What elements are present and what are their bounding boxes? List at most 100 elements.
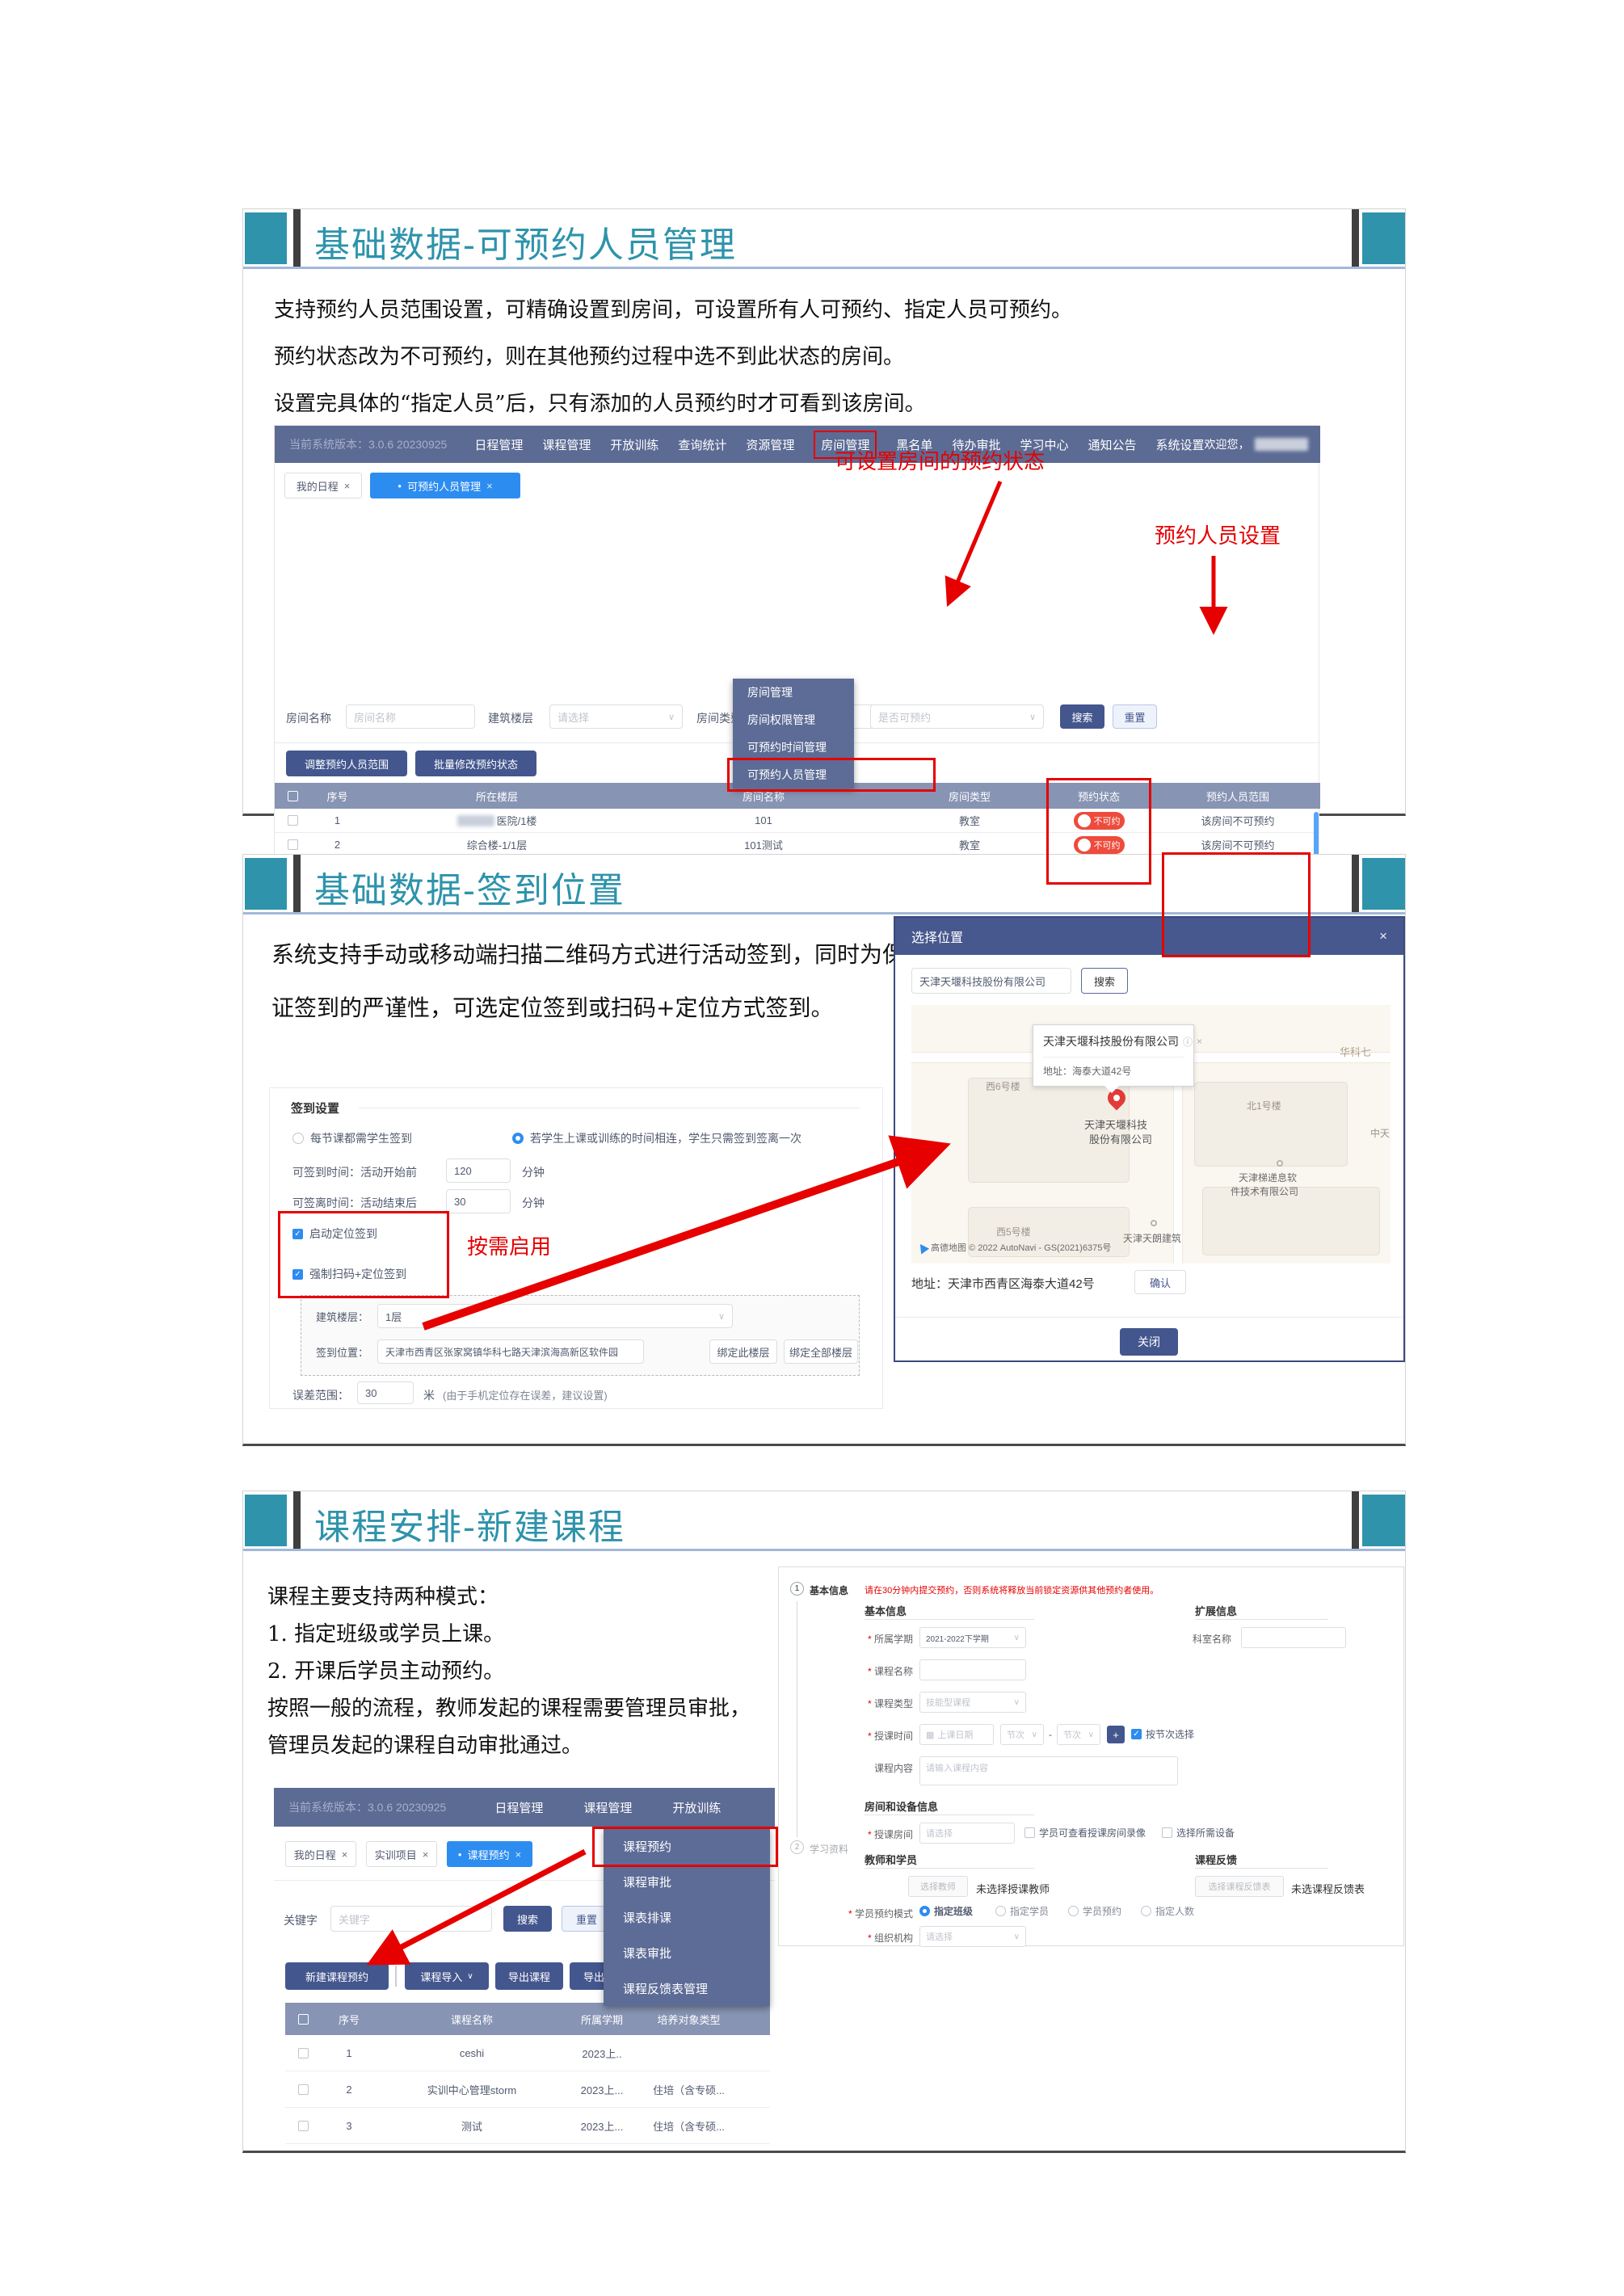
confirm-button[interactable]: 确认 [1134, 1270, 1186, 1294]
menu-item-course-booking[interactable]: 课程预约 [623, 1840, 672, 1854]
map-canvas[interactable]: 华科七 西6号楼 北1号楼 中天 天津梯递息软 件技术有限公司 西5号楼 天津天… [911, 1005, 1390, 1264]
close-icon[interactable]: × [486, 479, 493, 492]
tab-course-booking[interactable]: ● 课程预约 × [447, 1841, 532, 1867]
bind-floor-button[interactable]: 绑定此楼层 [709, 1339, 777, 1364]
checkbox-location-checkin[interactable]: ✓ 启动定位签到 [292, 1226, 377, 1242]
radio-icon[interactable] [292, 1133, 304, 1144]
sign-in-minutes-input[interactable]: 120 [446, 1159, 511, 1183]
close-icon[interactable]: × [343, 479, 351, 492]
nav-item-schedule[interactable]: 日程管理 [494, 1801, 544, 1815]
tab-my-schedule[interactable]: 我的日程 × [284, 473, 362, 498]
checkbox-scan-location-checkin[interactable]: ✓ 强制扫码+定位签到 [292, 1266, 406, 1282]
mode-radio-headcount[interactable]: 指定人数 [1141, 1904, 1194, 1918]
mode-radio-self-book[interactable]: 学员预约 [1068, 1904, 1121, 1918]
by-period-checkbox[interactable]: ✓ 按节次选择 [1131, 1727, 1194, 1741]
tab-bookable-people[interactable]: ● 可预约人员管理 × [370, 473, 520, 498]
class-date-input[interactable]: ▦ 上课日期 [919, 1724, 994, 1745]
nav-item-open-training[interactable]: 开放训练 [610, 438, 659, 452]
nav-item-resource[interactable]: 资源管理 [746, 438, 795, 452]
add-time-button[interactable]: + [1107, 1726, 1125, 1743]
row-checkbox[interactable] [288, 839, 298, 850]
nav-item-schedule[interactable]: 日程管理 [474, 438, 524, 452]
keyword-input[interactable]: 关键字 [330, 1906, 492, 1932]
video-checkbox[interactable]: 学员可查看授课房间录像 [1024, 1826, 1146, 1840]
row-checkbox[interactable] [288, 815, 298, 826]
period-start-select[interactable]: 节次 ∨ [1000, 1724, 1044, 1745]
nav-item-learning-center[interactable]: 学习中心 [1020, 438, 1069, 452]
tab-training-project[interactable]: 实训项目 × [366, 1841, 437, 1867]
menu-item-timetable-scheduling[interactable]: 课表排课 [623, 1911, 672, 1925]
checkbox-icon[interactable]: ✓ [292, 1228, 303, 1239]
close-icon[interactable]: × [1197, 1036, 1203, 1047]
menu-item-bookable-time[interactable]: 可预约时间管理 [747, 741, 827, 754]
close-icon[interactable]: × [341, 1848, 348, 1861]
radio-once[interactable]: 若学生上课或训练的时间相连，学生只需签到签离一次 [512, 1130, 801, 1146]
close-icon[interactable]: × [515, 1848, 522, 1861]
course-type-select[interactable]: 技能型课程 ∨ [919, 1692, 1026, 1713]
course-content-textarea[interactable]: 请输入课程内容 [919, 1756, 1178, 1785]
term-select[interactable]: 2021-2022下学期 ∨ [919, 1627, 1026, 1648]
row-checkbox[interactable] [297, 2084, 309, 2095]
close-icon[interactable]: × [1379, 928, 1387, 944]
error-range-input[interactable]: 30 [357, 1381, 414, 1404]
info-icon[interactable]: ⓘ [1183, 1036, 1193, 1048]
pick-feedback-button[interactable]: 选择课程反馈表 [1195, 1876, 1284, 1897]
new-course-booking-button[interactable]: 新建课程预约 [285, 1962, 389, 1990]
nav-item-system-settings[interactable]: 系统设置 [1155, 438, 1205, 452]
radio-icon[interactable] [995, 1906, 1006, 1916]
mode-radio-class[interactable]: 指定班级 [919, 1904, 973, 1918]
radio-icon[interactable] [919, 1906, 930, 1916]
nav-item-blacklist[interactable]: 黑名单 [896, 438, 933, 452]
search-button[interactable]: 搜索 [503, 1906, 552, 1932]
scrollbar-thumb[interactable] [1314, 812, 1319, 862]
device-checkbox[interactable]: 选择所需设备 [1162, 1826, 1235, 1840]
nav-item-open-training[interactable]: 开放训练 [672, 1801, 722, 1815]
checkin-location-input[interactable]: 天津市西青区张家窝镇华科七路天津滨海高新区软件园 [377, 1339, 644, 1364]
close-icon[interactable]: × [422, 1848, 429, 1861]
org-select[interactable]: 请选择 ∨ [919, 1926, 1026, 1947]
course-name-input[interactable] [919, 1659, 1026, 1680]
row-checkbox[interactable] [297, 2047, 309, 2058]
floor-select[interactable]: 1层 ∨ [377, 1304, 733, 1328]
adjust-scope-button[interactable]: 调整预约人员范围 [286, 751, 407, 776]
status-toggle[interactable]: 不可约 [1073, 835, 1125, 854]
dept-input[interactable] [1241, 1627, 1346, 1648]
nav-item-room-management[interactable]: 房间管理 [814, 430, 877, 459]
pick-teacher-button[interactable]: 选择教师 [908, 1876, 968, 1897]
checkbox-icon[interactable]: ✓ [292, 1268, 303, 1280]
search-button[interactable]: 搜索 [1060, 704, 1104, 729]
mode-radio-student[interactable]: 指定学员 [995, 1904, 1049, 1918]
radio-every-class[interactable]: 每节课都需学生签到 [292, 1130, 412, 1146]
class-room-input[interactable]: 请选择 [919, 1823, 1015, 1844]
select-all-checkbox[interactable] [288, 790, 298, 801]
nav-item-query-stats[interactable]: 查询统计 [678, 438, 727, 452]
sign-out-minutes-input[interactable]: 30 [446, 1189, 511, 1213]
building-select[interactable]: 请选择 ∨ [549, 704, 683, 729]
nav-item-notices[interactable]: 通知公告 [1088, 438, 1137, 452]
nav-item-approvals[interactable]: 待办审批 [952, 438, 1001, 452]
checkbox-icon[interactable] [1162, 1827, 1172, 1838]
tab-my-schedule[interactable]: 我的日程 × [285, 1841, 356, 1867]
course-import-button[interactable]: 课程导入 ∨ [405, 1962, 489, 1990]
reset-button[interactable]: 重置 [1113, 704, 1157, 729]
batch-status-button[interactable]: 批量修改预约状态 [415, 751, 536, 776]
row-checkbox[interactable] [297, 2120, 309, 2131]
radio-icon[interactable] [1068, 1906, 1079, 1916]
menu-item-room-permission[interactable]: 房间权限管理 [747, 713, 815, 726]
menu-item-feedback-form-mgmt[interactable]: 课程反馈表管理 [623, 1982, 709, 1996]
room-name-input[interactable]: 房间名称 [346, 704, 475, 729]
menu-item-course-approval[interactable]: 课程审批 [623, 1875, 672, 1890]
checkbox-icon[interactable]: ✓ [1131, 1729, 1142, 1739]
period-end-select[interactable]: 节次 ∨ [1057, 1724, 1100, 1745]
location-search-button[interactable]: 搜索 [1081, 968, 1128, 994]
radio-icon[interactable] [1141, 1906, 1151, 1916]
radio-icon[interactable] [512, 1133, 524, 1144]
bookable-select[interactable]: 是否可预约 ∨ [870, 704, 1044, 729]
nav-item-course[interactable]: 课程管理 [542, 438, 591, 452]
export-course-button[interactable]: 导出课程 [495, 1962, 563, 1990]
select-all-checkbox[interactable] [297, 2013, 309, 2025]
bind-all-floors-button[interactable]: 绑定全部楼层 [784, 1339, 858, 1364]
menu-item-timetable-approval[interactable]: 课表审批 [623, 1946, 672, 1961]
close-button[interactable]: 关闭 [1120, 1328, 1178, 1356]
nav-item-course[interactable]: 课程管理 [583, 1801, 633, 1815]
